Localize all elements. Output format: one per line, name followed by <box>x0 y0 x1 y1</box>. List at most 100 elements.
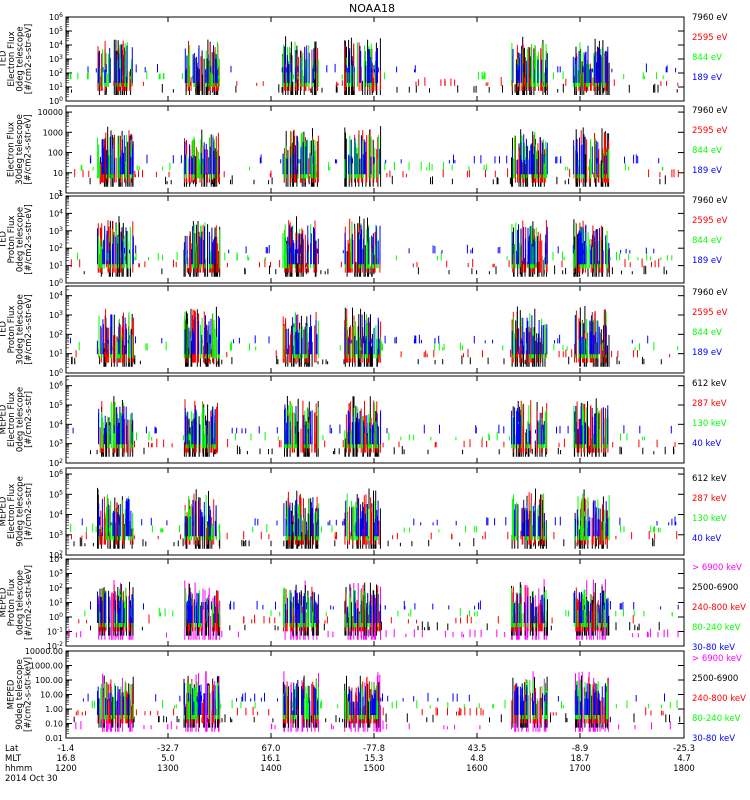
y-axis-label: MEPEDElectron Flux90deg telescope[#/cm2-… <box>0 476 34 547</box>
y-tick-label: 105 <box>49 489 63 499</box>
y-tick-label: 10000.00 <box>25 647 63 656</box>
legend-entry: 189 eV <box>692 348 722 358</box>
legend-entry: 2500-6900 <box>692 583 738 593</box>
legend-entry: 2595 eV <box>692 216 728 226</box>
y-tick-label: 100 <box>49 96 63 106</box>
series-trace <box>97 224 655 265</box>
y-tick-label: 105 <box>49 191 63 201</box>
footer-tick-value: -1.4 <box>58 744 75 754</box>
legend-entry: 240-800 keV <box>692 694 746 704</box>
series-marks <box>69 36 679 95</box>
y-axis-label: MEPED90deg telescope[#/cm2-s-str-keV] <box>7 657 34 732</box>
y-tick-label: 102 <box>49 329 63 339</box>
panel-frame <box>65 195 685 284</box>
legend-entry: > 6900 keV <box>692 563 742 573</box>
legend-entry: 2595 eV <box>692 33 728 43</box>
y-axis-label: TEDProton Flux30deg telescope[#/cm2-s-st… <box>0 294 34 365</box>
y-tick-label: 101 <box>49 261 63 271</box>
y-axis-label: MEPEDProton Flux0deg telescope[#/cm2-s-s… <box>0 565 34 640</box>
legend-entry: 189 eV <box>692 73 722 83</box>
series-marks <box>74 126 679 187</box>
legend-entry: 2595 eV <box>692 126 728 136</box>
footer-row-label: hhmm <box>5 764 32 774</box>
panel-8: 0.01 0.10 1.00 10.00 100.00 1000.00 10000.00ME… <box>7 647 747 744</box>
footer-row-label: 2014 Oct 30 <box>5 774 58 784</box>
y-tick-label: 106 <box>49 469 63 479</box>
panel-frame <box>65 105 685 194</box>
legend-entry: 612 keV <box>692 474 727 484</box>
y-tick-label: 1000.00 <box>30 662 63 671</box>
panel-2: 1 10 100 1000 10000 Electron Flux30deg telesc… <box>7 105 728 198</box>
series-trace <box>90 590 679 623</box>
footer-tick-value: 67.0 <box>262 744 281 754</box>
y-tick-label: 1.00 <box>45 705 63 714</box>
figure-title: NOAA18 <box>349 2 395 15</box>
legend-entry: 844 eV <box>692 53 722 63</box>
legend-entry: 240-800 keV <box>692 603 746 613</box>
series-trace <box>81 497 677 537</box>
y-tick-label: 1000 <box>43 128 63 137</box>
y-tick-label: 106 <box>49 12 63 22</box>
y-tick-label: 104 <box>49 40 63 50</box>
legend-entry: 40 keV <box>692 439 721 449</box>
y-axis-label: TEDProton Flux0deg telescope[#/cm2-s-str… <box>0 204 34 274</box>
series-trace <box>74 129 679 183</box>
series-marks <box>73 671 681 732</box>
legend-entry: 287 keV <box>692 399 727 409</box>
y-tick-label: 104 <box>49 554 63 564</box>
y-tick-label: 0.01 <box>45 734 63 743</box>
y-tick-label: 100 <box>49 612 63 622</box>
y-tick-label: 102 <box>49 243 63 253</box>
series-trace <box>82 682 665 715</box>
legend-entry: 30-80 keV <box>692 643 735 653</box>
y-tick-label: 10.00 <box>40 691 63 700</box>
y-tick-label: 1 <box>58 189 63 198</box>
y-tick-label: 10-1 <box>47 627 63 637</box>
y-tick-label: 101 <box>49 598 63 608</box>
legend-entry: 80-240 keV <box>692 714 741 724</box>
series-trace <box>89 134 660 175</box>
y-axis-label: TEDElectron Flux0deg telescope[#/cm2-s-s… <box>0 24 34 94</box>
y-tick-label: 104 <box>49 510 63 520</box>
footer-tick-value: -77.8 <box>363 744 385 754</box>
legend-entry: 30-80 keV <box>692 734 735 744</box>
y-axis-label: MEPEDElectron Flux0deg telescope[#/cm2-s… <box>0 387 34 452</box>
y-tick-label: 102 <box>49 583 63 593</box>
footer-tick-value: -25.3 <box>673 744 695 754</box>
series-marks <box>70 306 679 367</box>
y-tick-label: 10-2 <box>47 641 63 651</box>
panel-frame <box>65 285 685 374</box>
panel-6: 102 103 104 105 106 MEPEDElectron Flux90deg t… <box>0 467 727 560</box>
legend-entry: 2500-6900 <box>692 674 738 684</box>
series-marks <box>70 487 678 549</box>
footer-tick-value: 1700 <box>569 764 591 774</box>
footer-tick-value: 1500 <box>363 764 385 774</box>
legend-entry: > 6900 keV <box>692 654 742 664</box>
y-tick-label: 104 <box>49 291 63 301</box>
legend-entry: 189 eV <box>692 256 722 266</box>
panel-frame <box>65 375 685 464</box>
panel-1: 100 101 102 103 104 105 106 TEDElectron Flux0de… <box>0 12 728 106</box>
y-tick-label: 103 <box>49 569 63 579</box>
footer-row-label: MLT <box>5 754 22 764</box>
footer-tick-value: 4.8 <box>470 754 484 764</box>
y-tick-label: 101 <box>49 82 63 92</box>
y-axis-label: Electron Flux30deg telescope[#/cm2-s-str… <box>7 114 34 185</box>
legend-entry: 189 eV <box>692 166 722 176</box>
legend-entry: 287 keV <box>692 494 727 504</box>
footer-tick-value: 4.7 <box>677 754 691 764</box>
y-tick-label: 104 <box>49 208 63 218</box>
y-tick-label: 106 <box>49 381 63 391</box>
panel-5: 102 103 104 105 106 MEPEDElectron Flux0deg te… <box>0 375 727 468</box>
footer-row-label: Lat <box>5 744 19 754</box>
y-tick-label: 0.10 <box>45 720 63 729</box>
panel-4: 100 101 102 103 104 TEDProton Flux30deg teles… <box>0 285 728 378</box>
legend-entry: 130 keV <box>692 419 727 429</box>
y-tick-label: 10 <box>53 169 63 178</box>
legend-entry: 844 eV <box>692 328 722 338</box>
footer-tick-value: 1200 <box>55 764 77 774</box>
legend-entry: 844 eV <box>692 146 722 156</box>
